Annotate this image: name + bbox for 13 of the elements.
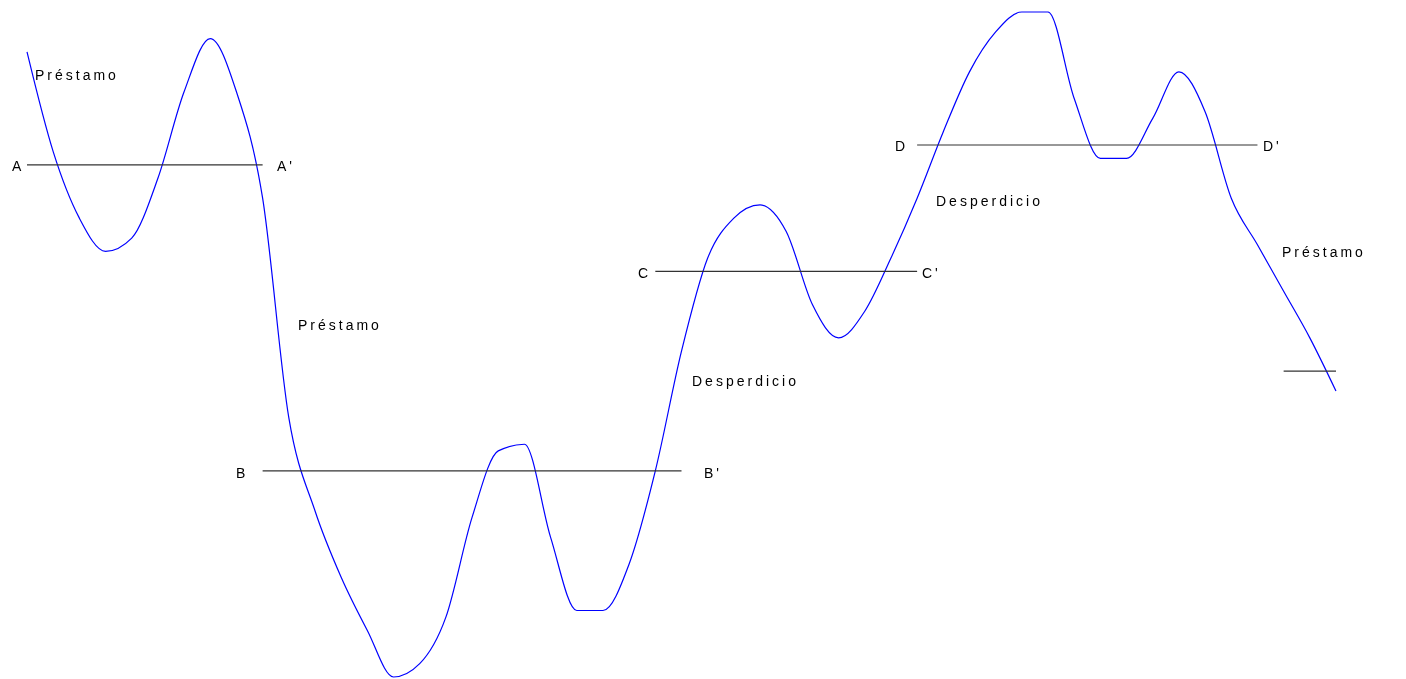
annotation: Desperdicio bbox=[936, 193, 1043, 209]
annotation: C bbox=[638, 265, 652, 281]
annotation: C' bbox=[922, 265, 941, 281]
annotation: Préstamo bbox=[1282, 244, 1366, 260]
annotation: A' bbox=[277, 158, 296, 174]
annotation: D' bbox=[1263, 138, 1282, 154]
annotation: Desperdicio bbox=[692, 373, 799, 389]
annotation: A bbox=[12, 158, 25, 174]
annotation: Préstamo bbox=[35, 67, 119, 83]
annotation: B bbox=[236, 465, 249, 481]
annotation: D bbox=[895, 138, 909, 154]
annotation: Préstamo bbox=[298, 317, 382, 333]
annotation: B' bbox=[704, 465, 723, 481]
